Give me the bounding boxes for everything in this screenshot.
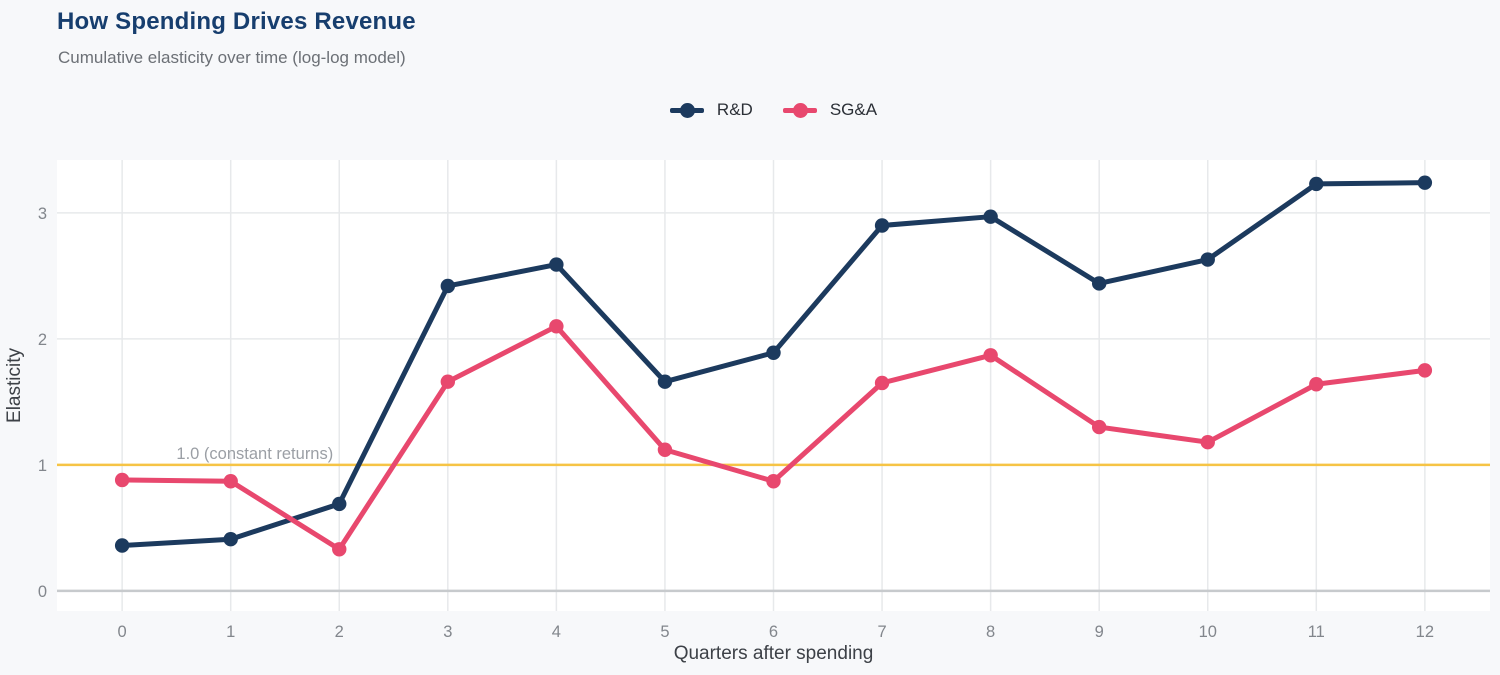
y-axis-title: Elasticity: [4, 348, 25, 423]
rd-series-point: [1309, 176, 1324, 192]
sga-series-point: [549, 319, 564, 334]
reference-annotation: 1.0 (constant returns): [176, 445, 333, 463]
y-tick-label: 3: [38, 205, 47, 223]
chart-title: How Spending Drives Revenue: [57, 8, 416, 35]
x-tick-label: 2: [335, 623, 344, 641]
x-tick-label: 0: [118, 623, 127, 641]
sga-series-point: [657, 442, 673, 457]
x-tick-label: 4: [552, 623, 561, 641]
legend-item-rd: R&D: [669, 100, 753, 120]
sga-legend-dot: [792, 102, 808, 118]
rd-series-point: [874, 218, 890, 233]
rd-series-point: [983, 209, 998, 224]
y-tick-label: 1: [38, 457, 47, 475]
rd-series-point: [1091, 276, 1107, 291]
sga-series-point: [1309, 377, 1324, 392]
x-tick-label: 5: [660, 623, 669, 641]
legend-label-rd: R&D: [716, 100, 753, 119]
chart-subtitle: Cumulative elasticity over time (log-log…: [58, 48, 406, 67]
rd-series-point: [1200, 252, 1215, 267]
sga-series-point: [1417, 363, 1433, 378]
x-tick-label: 8: [986, 623, 995, 641]
sga-series-point: [223, 474, 238, 489]
sga-series-point: [983, 348, 998, 363]
rd-series-point: [440, 278, 456, 294]
rd-series-point: [332, 496, 347, 512]
sga-series-point: [766, 474, 781, 489]
rd-series-point: [1417, 175, 1433, 190]
x-axis-title: Quarters after spending: [674, 643, 874, 664]
sga-series-point: [874, 375, 890, 391]
x-tick-label: 1: [226, 623, 235, 641]
x-tick-label: 12: [1416, 623, 1434, 641]
sga-legend-marker-icon: [782, 102, 817, 118]
rd-series-point: [223, 531, 238, 547]
x-tick-label: 7: [877, 623, 886, 641]
rd-series-point: [766, 345, 781, 360]
legend: R&D SG&A: [57, 96, 1490, 124]
sga-series-point: [440, 374, 456, 389]
y-tick-label: 2: [38, 331, 47, 349]
rd-legend-marker-icon: [669, 102, 704, 118]
y-tick-label: 0: [38, 583, 47, 601]
sga-series-point: [1091, 419, 1107, 435]
x-tick-label: 11: [1308, 623, 1325, 641]
rd-series-point: [114, 538, 130, 553]
x-tick-label: 9: [1095, 623, 1104, 641]
legend-label-sga: SG&A: [829, 100, 878, 119]
legend-item-sga: SG&A: [782, 100, 878, 120]
sga-series-point: [332, 542, 347, 557]
rd-legend-dot: [679, 102, 695, 118]
rd-series-point: [657, 374, 673, 389]
x-tick-label: 6: [769, 623, 778, 641]
rd-series-point: [549, 257, 564, 272]
sga-series-point: [1200, 434, 1215, 450]
sga-series-point: [114, 472, 130, 488]
x-tick-label: 10: [1199, 623, 1217, 641]
x-tick-label: 3: [443, 623, 452, 641]
